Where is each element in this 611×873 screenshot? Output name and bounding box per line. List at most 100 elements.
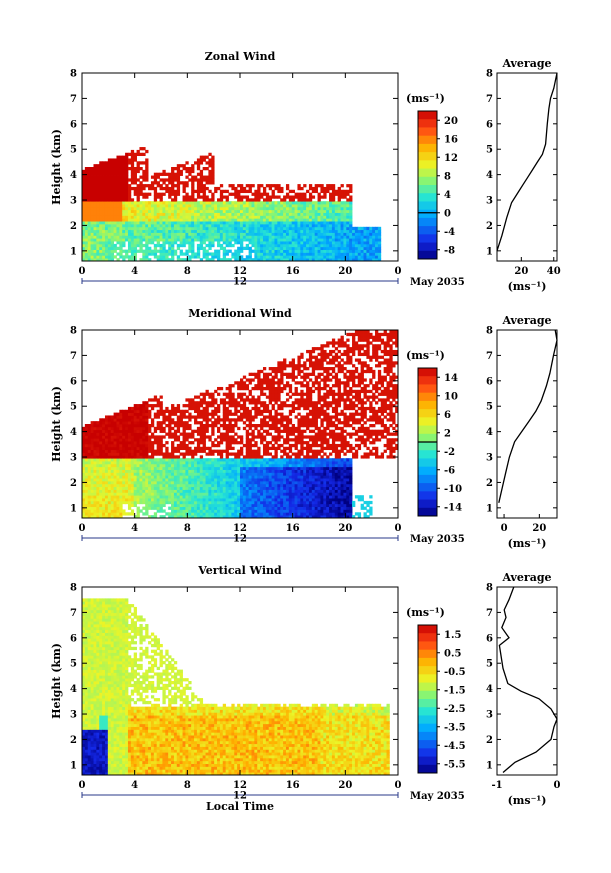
heatmap-cell [145,472,149,476]
heatmap-cell [228,461,232,465]
heatmap-cell [314,232,318,236]
heatmap-cell [84,252,89,256]
heatmap-cell [199,404,204,408]
heatmap-cell [156,412,160,416]
heatmap-cell [173,184,178,188]
heatmap-cell [219,235,224,239]
heatmap-cell [153,426,158,431]
heatmap-cell [82,221,86,225]
heatmap-cell [122,409,126,414]
heatmap-cell [329,255,333,259]
heatmap-cell [234,223,238,228]
heatmap-cell [323,232,327,236]
heatmap-cell [254,489,258,493]
heatmap-cell [231,223,235,228]
heatmap-cell [119,495,123,499]
heatmap-cell [245,255,250,259]
heatmap-cell [156,509,160,513]
heatmap-cell [96,438,100,442]
heatmap-cell [176,475,181,479]
heatmap-cell [265,209,270,213]
heatmap-cell [306,201,310,205]
y-tick-label: 6 [70,119,77,130]
heatmap-cell [119,255,123,259]
heatmap-cell [228,472,232,476]
heatmap-cell [208,238,212,242]
heatmap-cell [225,209,229,213]
heatmap-cell [300,218,304,222]
heatmap-cell [208,204,212,208]
heatmap-cell [185,461,189,465]
heatmap-cell [90,435,94,439]
heatmap-cell [142,432,146,436]
heatmap-cell [127,221,132,225]
heatmap-cell [96,432,100,436]
heatmap-cell [228,512,232,516]
heatmap-cell [156,195,160,199]
heatmap-cell [96,206,100,211]
heatmap-cell [248,212,252,216]
heatmap-cell [191,512,195,516]
heatmap-cell [122,418,126,422]
heatmap-cell [102,178,106,182]
heatmap-cell [280,223,284,228]
heatmap-cell [288,201,293,205]
heatmap-cell [297,209,301,213]
heatmap-cell [191,255,195,259]
heatmap-cell [303,232,307,236]
heatmap-cell [251,424,255,428]
heatmap-cell [311,235,316,239]
heatmap-cell [291,198,295,202]
heatmap-cell [107,424,112,428]
heatmap-cell [248,246,252,251]
heatmap-cell [360,235,364,239]
heatmap-cell [113,218,117,222]
heatmap-cell [133,181,137,185]
heatmap-cell [93,509,97,513]
heatmap-cell [119,424,123,428]
heatmap-cell [228,241,232,245]
heatmap-cell [231,206,235,211]
heatmap-cell [179,229,183,233]
heatmap-cell [217,241,221,245]
heatmap-cell [96,500,100,505]
heatmap-cell [113,209,117,213]
heatmap-cell [231,446,235,451]
heatmap-cell [268,198,272,202]
heatmap-cell [125,483,129,488]
heatmap-cell [153,489,158,493]
heatmap-cell [148,478,152,482]
heatmap-cell [208,500,212,505]
heatmap-cell [113,438,117,442]
heatmap-cell [173,223,178,228]
heatmap-cell [245,221,250,225]
heatmap-cell [337,223,341,228]
heatmap-cell [205,478,209,482]
heatmap-cell [162,409,166,414]
heatmap-cell [104,215,109,219]
heatmap-cell [297,218,301,222]
heatmap-cell [202,475,206,479]
heatmap-cell [191,232,195,236]
heatmap-cell [234,461,238,465]
heatmap-cell [254,495,258,499]
heatmap-cell [366,226,370,231]
heatmap-cell [268,229,272,233]
heatmap-cell [188,221,192,225]
heatmap-cell [125,489,129,493]
heatmap-cell [139,424,143,428]
heatmap-cell [159,252,163,256]
heatmap-cell [104,461,109,465]
heatmap-cell [110,212,114,216]
x-tick-label: 0 [395,266,402,277]
heatmap-cell [268,241,272,245]
heatmap-cell [139,509,143,513]
heatmap-cell [104,466,109,470]
heatmap-cell [185,424,189,428]
heatmap-cell [199,503,204,508]
heatmap-cell [188,458,192,462]
heatmap-cell [199,235,204,239]
heatmap-cell [90,221,94,225]
heatmap-cell [93,446,97,451]
heatmap-cell [84,184,89,188]
